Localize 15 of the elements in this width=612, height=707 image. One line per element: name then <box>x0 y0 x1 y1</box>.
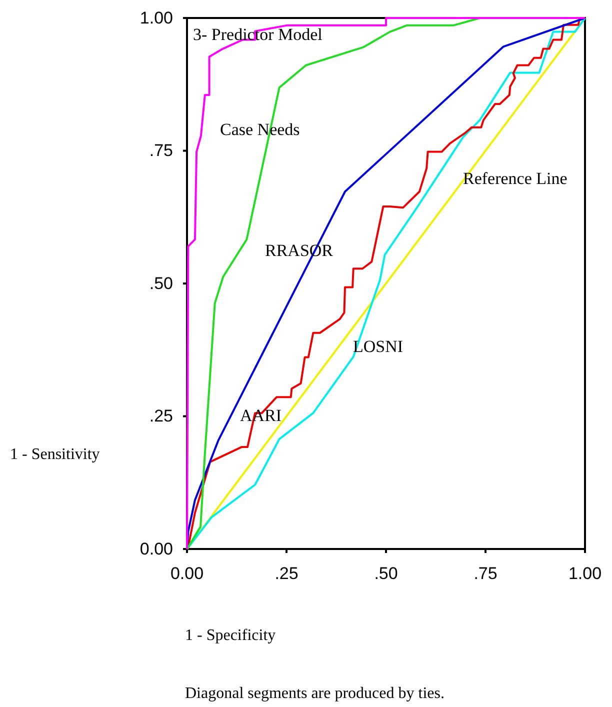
y-tick-label: .75 <box>149 141 173 160</box>
x-tick-label: 0.00 <box>170 564 204 584</box>
text: Diagonal segments are produced by ties. <box>185 685 444 702</box>
y-axis-title: 1 - Sensitivity <box>10 446 100 463</box>
y-tick-label: 0.00 <box>140 539 173 558</box>
x-tick-label: .25 <box>274 564 298 584</box>
x-tick-label: 1.00 <box>568 564 602 584</box>
line-series <box>186 17 586 550</box>
x-axis-title: 1 - Specificity <box>185 627 276 644</box>
y-tick-label: .50 <box>149 274 173 293</box>
x-tick-label: .50 <box>374 564 398 584</box>
y-tick-label: 1.00 <box>140 8 173 28</box>
series-label: Reference Line <box>463 169 568 188</box>
x-tick-label: .75 <box>474 564 498 584</box>
y-tick-label: .25 <box>149 406 173 426</box>
